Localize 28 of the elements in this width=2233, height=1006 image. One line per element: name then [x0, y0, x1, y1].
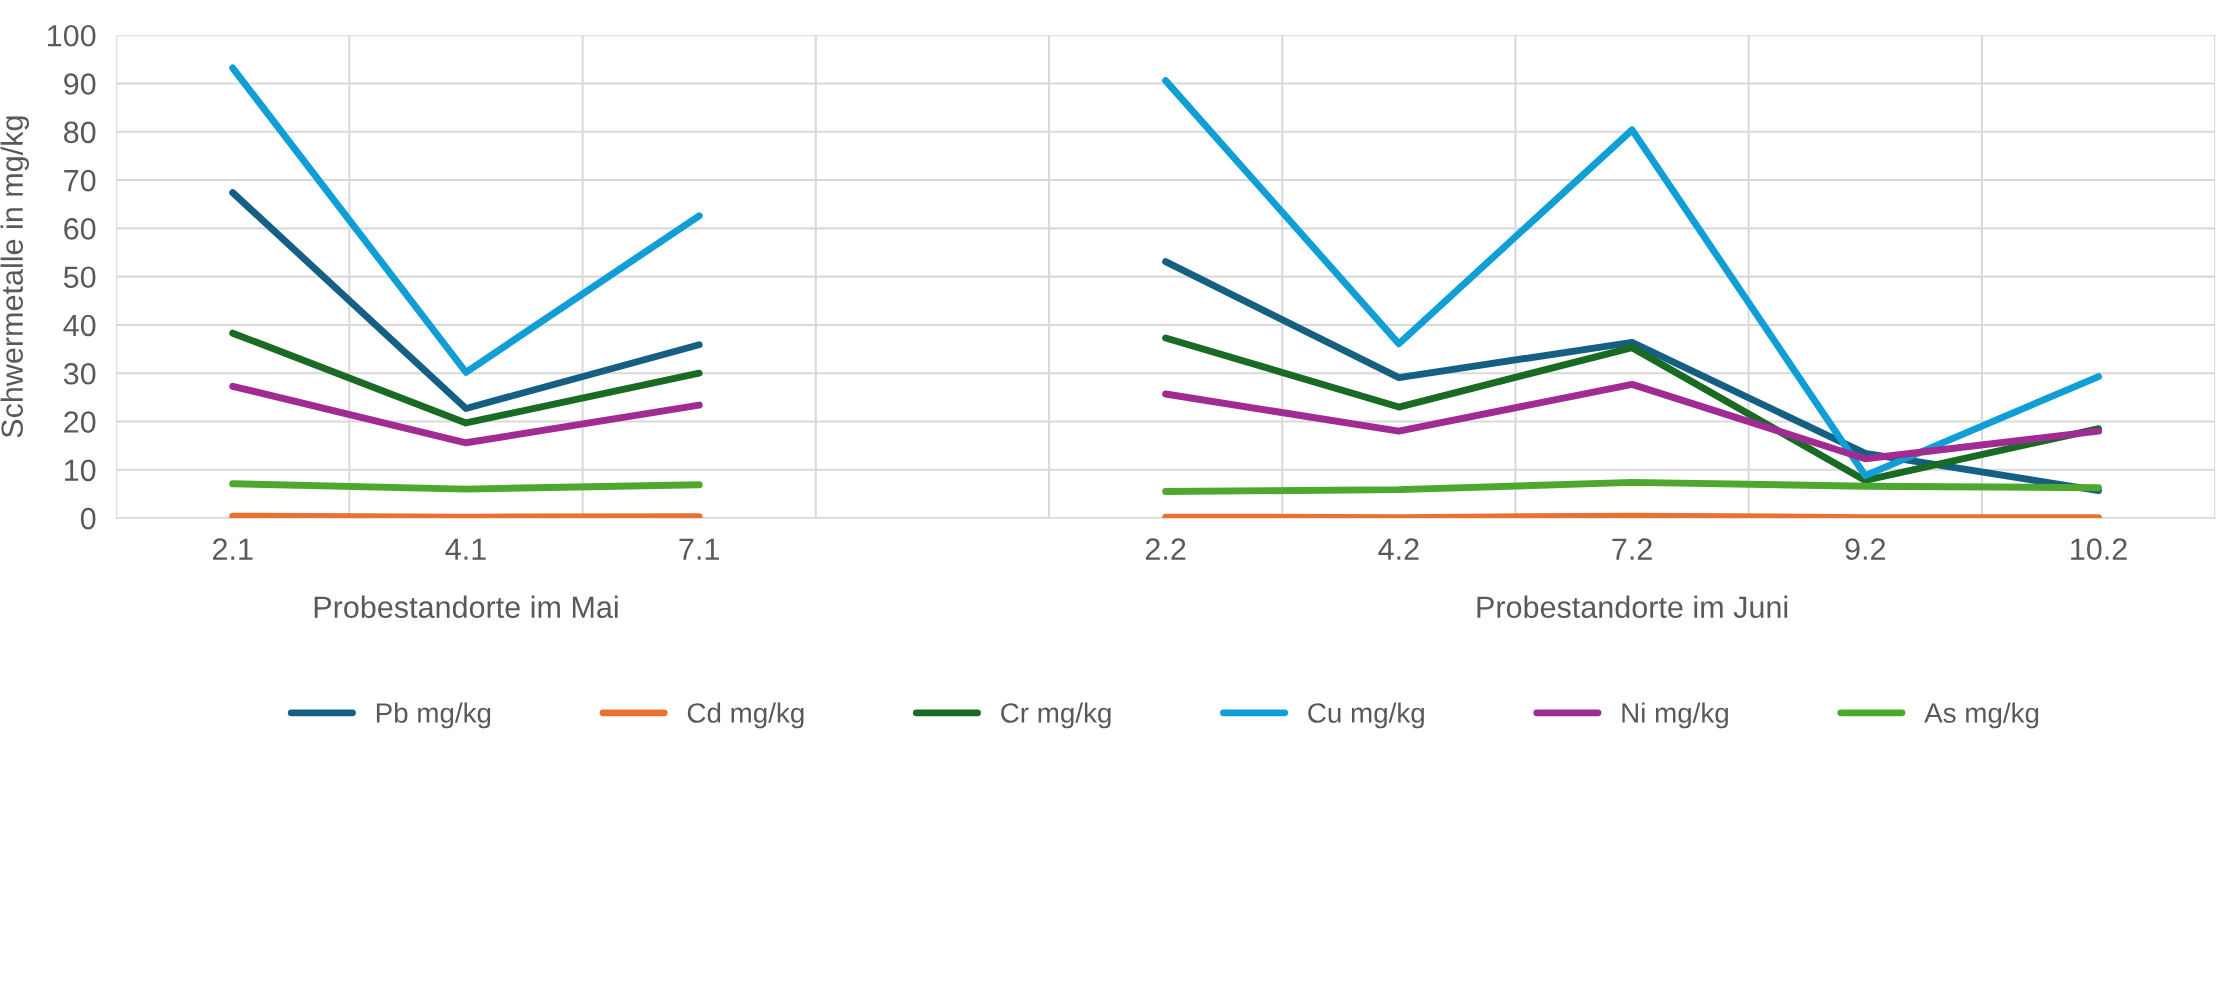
x-tick-label: 4.1	[445, 538, 486, 560]
y-tick-label: 0	[80, 507, 96, 530]
y-tick-label: 90	[64, 73, 96, 95]
y-tick-label: 60	[64, 218, 96, 240]
legend-label: Pb mg/kg	[376, 702, 491, 729]
legend-label: As mg/kg	[1924, 702, 2039, 729]
legend-label: Cu mg/kg	[1308, 702, 1424, 729]
x-tick-label: 7.1	[679, 538, 719, 560]
x-tick-label: 10.2	[2071, 538, 2127, 560]
x-tick-label: 4.2	[1378, 538, 1419, 560]
y-tick-label: 80	[64, 121, 96, 144]
y-tick-label: 10	[65, 459, 96, 482]
y-tick-label: 40	[63, 314, 96, 337]
text: Probestandorte im Mai	[314, 595, 618, 619]
x-tick-label: 9.2	[1845, 538, 1886, 560]
x-tick-label: 2.2	[1145, 538, 1186, 560]
legend-label: Cr mg/kg	[1001, 702, 1111, 729]
y-axis-title: Schwermetalle in mg/kg	[0, 116, 30, 438]
y-tick-label: 100	[48, 24, 96, 47]
y-tick-label: 50	[63, 266, 96, 289]
x-tick-label: 7.2	[1612, 538, 1652, 560]
y-tick-label: 30	[63, 362, 96, 385]
y-tick-label: 70	[64, 169, 96, 192]
legend-label: Cd mg/kg	[687, 702, 804, 729]
legend-label: Ni mg/kg	[1622, 702, 1728, 729]
text: Probestandorte im Juni	[1477, 595, 1788, 619]
x-tick-label: 2.1	[213, 538, 253, 560]
y-tick-label: 20	[64, 411, 96, 433]
